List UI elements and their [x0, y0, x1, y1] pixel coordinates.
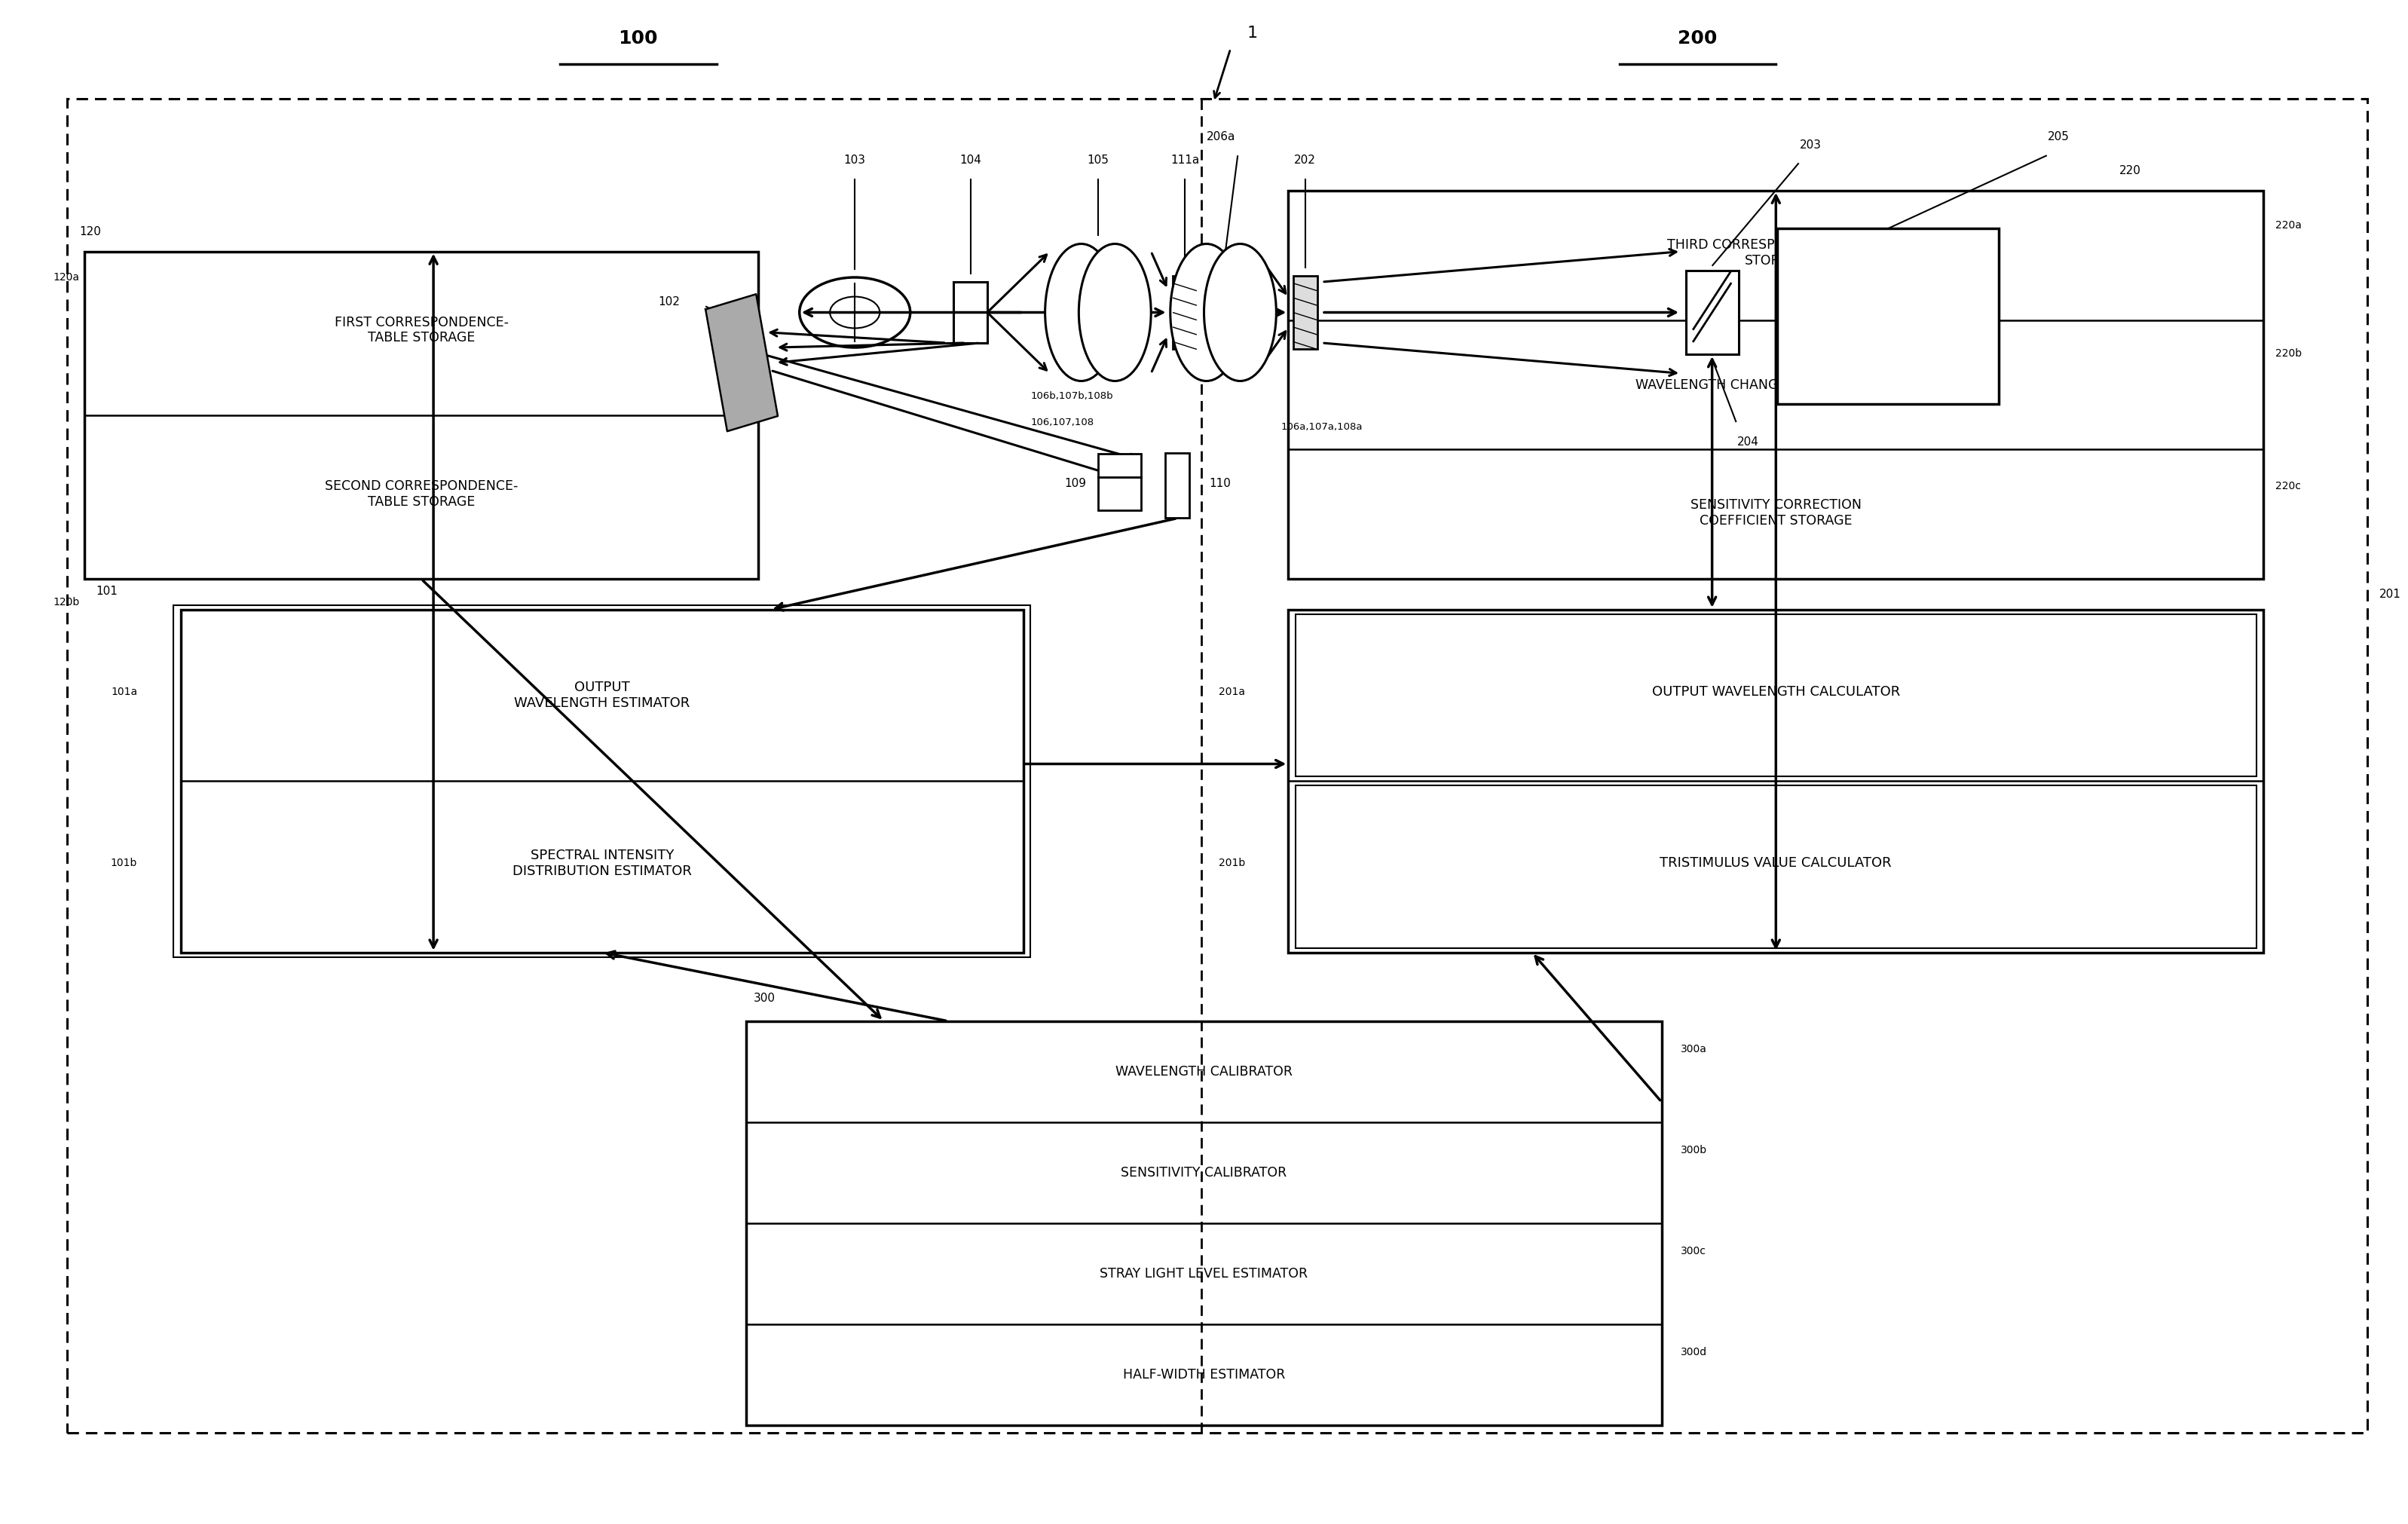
Bar [67, 99, 2367, 1433]
Bar [1293, 276, 1317, 349]
Text: 120: 120 [79, 226, 101, 238]
Bar [1296, 614, 2256, 777]
Ellipse shape [1204, 244, 1276, 381]
Text: 220b: 220b [2276, 349, 2302, 360]
Ellipse shape [1045, 244, 1117, 381]
Text: 101: 101 [96, 585, 118, 597]
Text: 101b: 101b [111, 858, 137, 869]
Text: 106a,107a,108a: 106a,107a,108a [1281, 422, 1363, 431]
Text: FIRST CORRESPONDENCE-
TABLE STORAGE: FIRST CORRESPONDENCE- TABLE STORAGE [335, 315, 508, 344]
Text: TRISTIMULUS VALUE CALCULATOR: TRISTIMULUS VALUE CALCULATOR [1659, 856, 1893, 870]
Text: 300d: 300d [1681, 1347, 1707, 1358]
Text: SECOND CORRESPONDENCE-
TABLE STORAGE: SECOND CORRESPONDENCE- TABLE STORAGE [325, 480, 518, 509]
Bar [1288, 190, 2264, 579]
Text: THIRD CORRESPONDENCE-TABLE
STORAGE: THIRD CORRESPONDENCE-TABLE STORAGE [1666, 238, 1885, 267]
Text: 120b: 120b [53, 597, 79, 607]
Text: 300c: 300c [1681, 1247, 1707, 1257]
Text: 101a: 101a [111, 687, 137, 696]
Text: 201a: 201a [1218, 687, 1245, 696]
Polygon shape [706, 294, 778, 431]
Text: 206a: 206a [1206, 131, 1235, 143]
Bar [181, 610, 1023, 952]
Text: 120a: 120a [53, 273, 79, 283]
Bar [1288, 610, 2264, 952]
Text: HALF-WIDTH ESTIMATOR: HALF-WIDTH ESTIMATOR [1122, 1367, 1286, 1381]
Bar [1296, 786, 2256, 948]
Bar [84, 251, 759, 579]
Text: 106b,107b,108b: 106b,107b,108b [1031, 392, 1112, 401]
Text: 220: 220 [2119, 165, 2141, 177]
Text: 220a: 220a [2276, 219, 2302, 230]
Ellipse shape [1170, 244, 1243, 381]
Text: WAVELENGTH CALIBRATOR: WAVELENGTH CALIBRATOR [1115, 1065, 1293, 1079]
Text: 300b: 300b [1681, 1145, 1707, 1155]
Text: 201: 201 [2379, 588, 2401, 600]
Text: 111a: 111a [1170, 154, 1199, 166]
Text: SENSITIVITY CORRECTION
COEFFICIENT STORAGE: SENSITIVITY CORRECTION COEFFICIENT STORA… [1690, 498, 1861, 527]
Text: 201b: 201b [1218, 858, 1245, 869]
Text: STRAY LIGHT LEVEL ESTIMATOR: STRAY LIGHT LEVEL ESTIMATOR [1100, 1266, 1308, 1280]
Text: 1: 1 [1247, 26, 1257, 41]
Bar [1777, 229, 1999, 404]
Text: 204: 204 [1736, 436, 1760, 448]
Text: 106,107,108: 106,107,108 [1031, 418, 1093, 427]
Bar [746, 1021, 1662, 1425]
Text: WAVELENGTH CHANGE AMOUNT STORAGE: WAVELENGTH CHANGE AMOUNT STORAGE [1635, 378, 1917, 392]
Text: 300: 300 [754, 992, 775, 1004]
Text: OUTPUT
WAVELENGTH ESTIMATOR: OUTPUT WAVELENGTH ESTIMATOR [513, 681, 691, 710]
Text: 102: 102 [657, 296, 681, 308]
Text: 300a: 300a [1681, 1044, 1707, 1055]
Ellipse shape [1079, 244, 1151, 381]
Text: 100: 100 [619, 29, 657, 47]
Text: 103: 103 [843, 154, 867, 166]
Text: 202: 202 [1293, 154, 1317, 166]
Bar [1173, 276, 1197, 349]
Text: 109: 109 [1064, 479, 1086, 489]
Bar [173, 605, 1031, 957]
Text: OUTPUT WAVELENGTH CALCULATOR: OUTPUT WAVELENGTH CALCULATOR [1652, 686, 1900, 698]
Text: 104: 104 [958, 154, 982, 166]
Bar [1098, 454, 1141, 477]
Bar [954, 282, 987, 343]
Text: 110: 110 [1209, 479, 1230, 489]
Text: 200: 200 [1678, 29, 1717, 47]
Text: SENSITIVITY CALIBRATOR: SENSITIVITY CALIBRATOR [1122, 1166, 1286, 1180]
Bar [1165, 453, 1190, 518]
Text: 205: 205 [2047, 131, 2071, 143]
Text: 105: 105 [1086, 154, 1110, 166]
Text: 203: 203 [1799, 139, 1823, 151]
Bar [1686, 270, 1739, 354]
Bar [1098, 477, 1141, 511]
Text: 220c: 220c [2276, 480, 2302, 491]
Text: SPECTRAL INTENSITY
DISTRIBUTION ESTIMATOR: SPECTRAL INTENSITY DISTRIBUTION ESTIMATO… [513, 849, 691, 878]
